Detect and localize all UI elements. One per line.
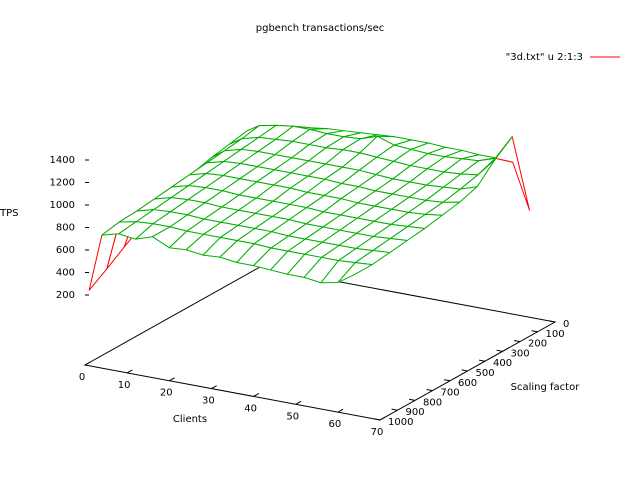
x-tick-label: 40 — [244, 403, 257, 414]
x-tick — [126, 369, 133, 374]
y-tick — [496, 349, 503, 352]
x-tick — [84, 361, 91, 366]
x-tick — [253, 393, 260, 397]
x-tick-label: 20 — [160, 388, 173, 399]
y-axis-label: Scaling factor — [511, 382, 581, 393]
z-tick-label: 600 — [56, 245, 75, 256]
z-axis-label: TPS — [0, 208, 19, 219]
x-tick — [211, 385, 217, 390]
y-tick — [391, 408, 398, 411]
y-tick — [426, 389, 433, 392]
y-tick — [479, 359, 486, 362]
x-tick-label: 30 — [202, 396, 215, 407]
x-tick — [169, 377, 175, 382]
y-tick-label: 400 — [493, 358, 512, 369]
y-tick-label: 900 — [406, 407, 425, 418]
x-tick-label: 70 — [371, 427, 384, 438]
y-tick — [461, 369, 468, 372]
z-tick-label: 1200 — [50, 178, 75, 189]
y-tick-label: 600 — [458, 378, 477, 389]
z-tick-label: 800 — [56, 223, 75, 234]
x-tick — [337, 408, 344, 413]
y-tick-label: 700 — [441, 388, 460, 399]
surface-cell — [337, 262, 373, 284]
x-tick-label: 50 — [286, 411, 299, 422]
x-tick-label: 10 — [118, 380, 131, 391]
x-tick-label: 60 — [328, 419, 341, 430]
y-tick-label: 1000 — [388, 417, 413, 428]
y-tick-label: 300 — [511, 348, 530, 359]
y-tick-label: 100 — [546, 329, 565, 340]
y-tick — [531, 330, 538, 333]
legend-label: "3d.txt" u 2:1:3 — [506, 52, 583, 63]
y-tick — [409, 398, 416, 401]
z-tick-label: 1000 — [50, 200, 75, 211]
y-tick — [514, 340, 521, 343]
y-tick-label: 500 — [476, 368, 495, 379]
z-tick-label: 1400 — [50, 155, 75, 166]
y-tick — [444, 379, 451, 382]
y-tick-label: 0 — [563, 319, 569, 330]
y-tick-label: 200 — [528, 339, 547, 350]
chart-title: pgbench transactions/sec — [256, 23, 384, 34]
x-tick — [379, 416, 386, 421]
z-tick-label: 200 — [56, 290, 75, 301]
y-tick — [374, 418, 381, 421]
x-tick-label: 0 — [79, 372, 85, 383]
y-tick-label: 800 — [423, 397, 442, 408]
z-tick-label: 400 — [56, 268, 75, 279]
x-tick — [295, 400, 302, 405]
x-axis-label: Clients — [173, 414, 207, 425]
y-tick — [549, 320, 556, 323]
